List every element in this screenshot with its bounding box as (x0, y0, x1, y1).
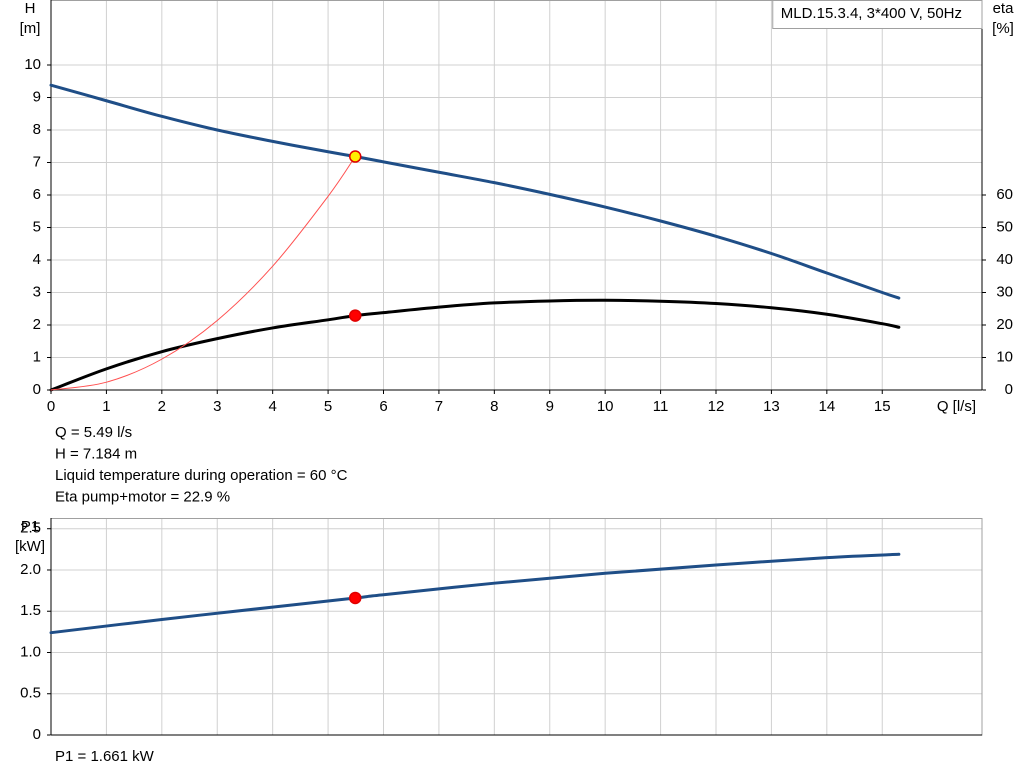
y-tick-label: 10 (24, 56, 41, 73)
plot-area (51, 518, 982, 735)
y-tick-label: 1.5 (20, 602, 41, 619)
y-tick-label: 2.5 (20, 520, 41, 537)
y-tick-label: 7 (33, 153, 41, 170)
y-tick-label: 0 (33, 726, 41, 743)
annotation: Q = 5.49 l/s (55, 424, 132, 441)
operating-point (348, 309, 362, 322)
y-tick-label: 1 (33, 348, 41, 365)
x-tick-label: 3 (213, 398, 221, 415)
series-line (50, 156, 356, 391)
y-axis-unit: [m] (20, 20, 41, 37)
y-tick-label: 3 (33, 283, 41, 300)
y-tick-label: 2.0 (20, 561, 41, 578)
chart-title: MLD.15.3.4, 3*400 V, 50Hz (781, 5, 962, 22)
y2-tick-label: 40 (996, 251, 1013, 268)
y-tick-label: 9 (33, 88, 41, 105)
x-tick-label: 5 (324, 398, 332, 415)
x-tick-label: 14 (818, 398, 835, 415)
x-tick-label: 15 (874, 398, 891, 415)
x-tick-label: 11 (653, 398, 669, 415)
y-axis-unit: [kW] (15, 538, 45, 555)
y2-tick-label: 10 (996, 348, 1013, 365)
operating-point (348, 591, 362, 605)
y-tick-label: 6 (33, 186, 41, 203)
series-line (49, 552, 901, 635)
annotation: Eta pump+motor = 22.9 % (55, 488, 230, 505)
y-tick-label: 0.5 (20, 685, 41, 702)
x-tick-label: 12 (708, 398, 725, 415)
operating-point (348, 150, 362, 163)
x-axis-label: Q [l/s] (937, 398, 976, 415)
x-tick-label: 1 (102, 398, 110, 415)
annotation: H = 7.184 m (55, 445, 137, 462)
x-tick-label: 10 (597, 398, 614, 415)
x-tick-label: 2 (158, 398, 166, 415)
y-tick-label: 2 (33, 316, 41, 333)
y-tick-label: 1.0 (20, 643, 41, 660)
y2-tick-label: 60 (996, 186, 1013, 203)
y2-tick-label: 20 (996, 316, 1013, 333)
x-tick-label: 13 (763, 398, 780, 415)
annotation: Liquid temperature during operation = 60… (55, 467, 348, 484)
x-tick-label: 4 (268, 398, 276, 415)
y-tick-label: 4 (33, 251, 41, 268)
series-line (49, 83, 901, 300)
y-tick-label: 0 (33, 381, 41, 398)
y-axis-label: H (25, 0, 36, 17)
x-tick-label: 0 (47, 398, 55, 415)
y2-tick-label: 50 (996, 218, 1013, 235)
x-tick-label: 7 (435, 398, 443, 415)
y-tick-label: 8 (33, 121, 41, 138)
y2-tick-label: 30 (996, 283, 1013, 300)
x-tick-label: 6 (379, 398, 387, 415)
legend-box (772, 0, 983, 29)
y2-tick-label: 0 (1005, 381, 1013, 398)
x-tick-label: 8 (490, 398, 498, 415)
series-line (49, 298, 901, 392)
annotation: P1 = 1.661 kW (55, 748, 155, 765)
y-tick-label: 5 (33, 218, 41, 235)
y-axis-label: P1 (21, 518, 39, 535)
y2-axis-unit: [%] (992, 20, 1014, 37)
y2-axis-label: eta (993, 0, 1015, 17)
x-tick-label: 9 (546, 398, 554, 415)
